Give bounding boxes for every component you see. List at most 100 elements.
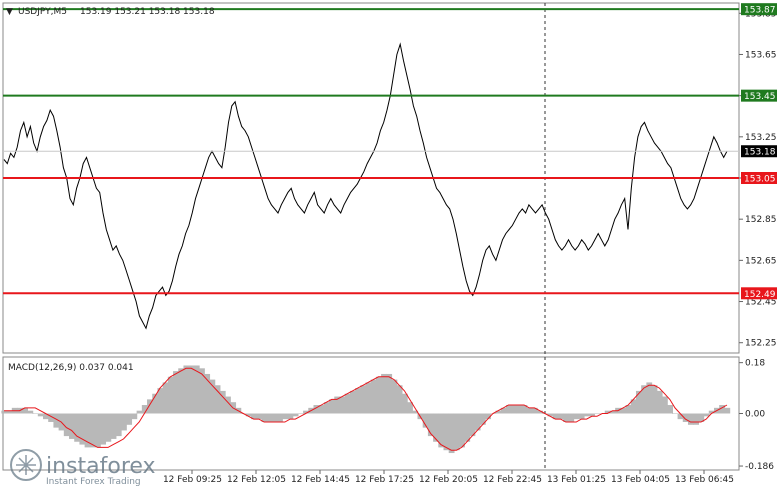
ohlc-readout: 153.19 153.21 153.18 153.18 <box>80 7 215 17</box>
level-label-bg <box>741 89 777 102</box>
symbol-name: USDJPY,M5 <box>18 7 67 17</box>
macd-histogram-bar <box>448 413 455 454</box>
macd-histogram-bar <box>469 413 476 437</box>
y-tick-label: 152.25 <box>745 339 777 349</box>
macd-histogram-bar <box>422 413 429 428</box>
macd-signal <box>4 367 728 451</box>
macd-histogram-bar <box>334 396 341 414</box>
macd-histogram-bar <box>261 413 268 422</box>
macd-histogram-bar <box>698 413 705 422</box>
macd-title: MACD(12,26,9) 0.037 0.041 <box>8 363 134 373</box>
price-area <box>3 42 728 330</box>
macd-histogram-bar <box>474 413 481 431</box>
macd-histogram-bar <box>6 410 13 414</box>
macd-histogram-bar <box>79 413 86 445</box>
x-tick-label: 13 Feb 06:45 <box>675 475 734 485</box>
macd-histogram-bar <box>516 405 523 414</box>
macd-histogram-bar <box>620 407 627 414</box>
macd-histogram-bar <box>63 413 70 437</box>
level-lines <box>3 8 739 295</box>
macd-histogram-bar <box>459 413 465 448</box>
macd-histogram-bar <box>438 413 445 448</box>
macd-histogram-bar <box>625 405 632 414</box>
macd-histogram-bar <box>136 410 143 414</box>
macd-histogram-bar <box>464 413 471 442</box>
macd-histogram-bar <box>318 405 325 414</box>
macd-histogram-bar <box>152 393 159 414</box>
macd-histogram-bar <box>183 365 190 414</box>
macd-histogram-bar <box>365 382 372 414</box>
macd-histogram-bar <box>355 388 361 414</box>
macd-histogram-bar <box>277 413 283 422</box>
macd-histogram-bar <box>594 413 601 414</box>
macd-histogram-bar <box>630 399 637 414</box>
macd-histogram-bar <box>401 393 408 414</box>
macd-histogram-bar <box>162 382 169 414</box>
price-series-line <box>3 42 728 330</box>
macd-histogram-bar <box>303 410 309 414</box>
macd-histogram-bar <box>43 413 49 420</box>
macd-histogram-bar <box>323 402 330 414</box>
macd-y-ticks: 0.18 0.00 -0.186 <box>739 359 774 472</box>
macd-histogram-bar <box>32 413 39 414</box>
macd-histogram-bar <box>703 413 710 417</box>
macd-histogram-bar <box>251 413 257 420</box>
svg-text:Instant Forex Trading: Instant Forex Trading <box>46 477 141 487</box>
macd-histogram-bar <box>661 396 668 414</box>
macd-histogram-bar <box>604 410 611 414</box>
macd-histogram-bar <box>271 413 278 422</box>
macd-histogram-bar <box>557 413 564 420</box>
macd-histogram-bar <box>396 385 403 414</box>
macd-histogram-bar <box>687 413 694 425</box>
macd-histogram-bar <box>89 413 96 448</box>
macd-y-tick-label: 0.18 <box>745 359 765 369</box>
macd-histogram-bar <box>282 413 289 420</box>
macd-histogram-bar <box>479 413 486 425</box>
watermark: instaforex Instant Forex Trading <box>8 447 188 491</box>
macd-histogram-bar <box>635 390 642 414</box>
macd-histogram-bar <box>214 385 221 414</box>
macd-histogram-bar <box>656 390 663 414</box>
x-tick-label: 12 Feb 14:45 <box>291 475 350 485</box>
header-arrow-icon[interactable]: ▼ <box>6 7 13 17</box>
macd-histogram-bar <box>188 365 195 414</box>
macd-histogram-bar <box>204 373 211 414</box>
macd-histogram-bar <box>677 413 684 420</box>
macd-histogram-bar <box>167 376 174 414</box>
macd-histogram-bar <box>505 405 512 414</box>
current-price-label: 153.18 <box>744 148 776 158</box>
macd-histogram-bar <box>407 402 413 414</box>
level-label: 153.05 <box>744 175 776 185</box>
x-tick-label: 12 Feb 12:05 <box>227 475 286 485</box>
macd-histogram-bar <box>1 410 8 414</box>
y-tick-label: 152.45 <box>745 298 777 308</box>
macd-histogram-bar <box>708 410 715 414</box>
macd-y-tick-label: 0.00 <box>745 410 765 420</box>
macd-histogram-bar <box>500 407 507 414</box>
y-tick-label: 152.85 <box>745 215 777 225</box>
level-labels: 153.87 153.45 153.05 152.49 153.18 <box>741 3 777 300</box>
level-label: 153.87 <box>744 6 776 16</box>
macd-histogram-bar <box>672 413 679 414</box>
macd-histogram-bar <box>511 405 517 414</box>
macd-histogram-bar <box>485 413 491 420</box>
instaforex-logo-icon: instaforex Instant Forex Trading <box>10 449 156 487</box>
macd-histogram-bar <box>48 413 55 422</box>
macd-histogram-bar <box>427 413 434 437</box>
macd-histogram-bar <box>115 413 122 437</box>
macd-histogram-bar <box>84 413 91 448</box>
macd-histogram-bar <box>173 371 179 414</box>
macd-histogram-bar <box>266 413 273 422</box>
macd-histogram-bar <box>433 413 439 442</box>
macd-histogram-bar <box>646 382 653 414</box>
macd-histogram-bar <box>110 413 117 439</box>
macd-histogram-bar <box>583 413 590 417</box>
macd-y-tick-label: -0.186 <box>745 462 774 472</box>
macd-histogram-bar <box>537 410 543 414</box>
macd-histogram-bar <box>531 407 538 414</box>
macd-histogram-bar <box>578 413 585 420</box>
macd-histogram-bar <box>412 410 419 414</box>
y-tick-label: 152.65 <box>745 256 777 266</box>
x-tick-label: 13 Feb 01:25 <box>547 475 606 485</box>
